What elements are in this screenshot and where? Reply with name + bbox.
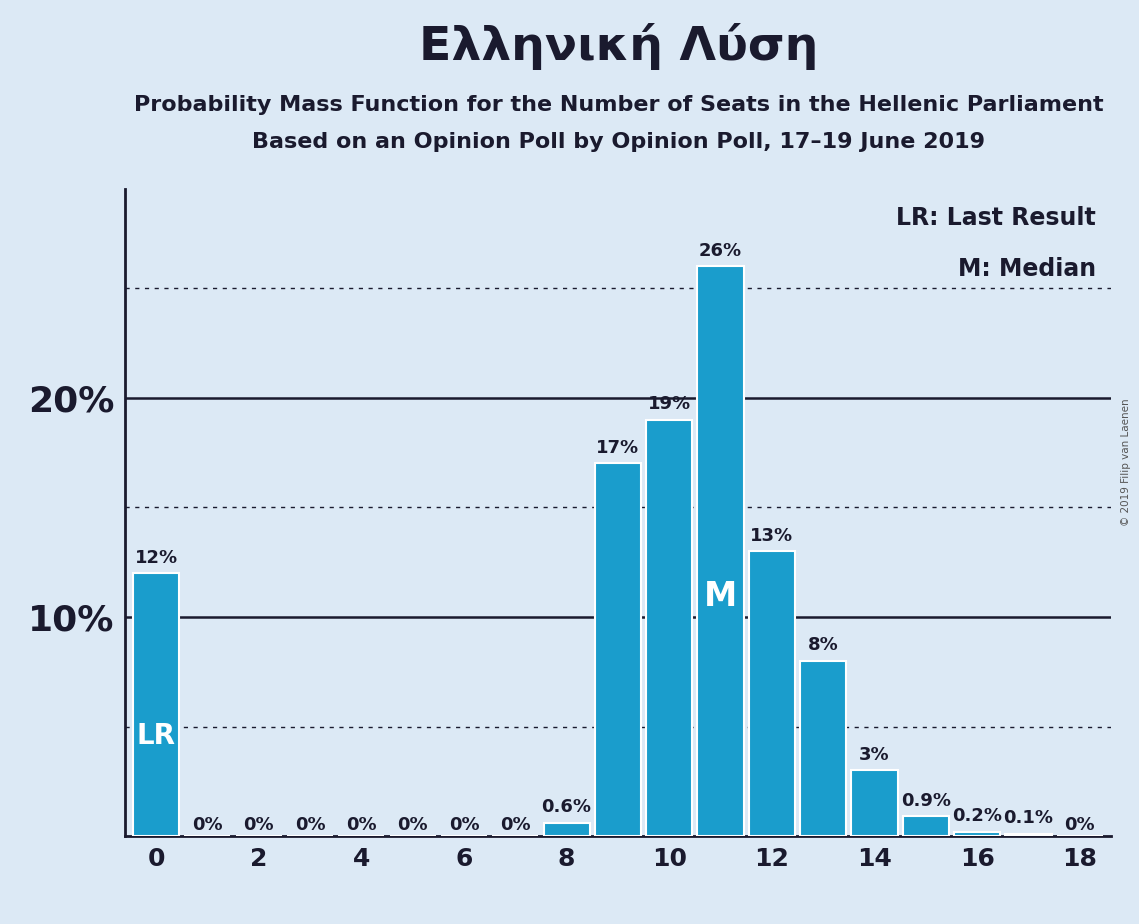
Text: Probability Mass Function for the Number of Seats in the Hellenic Parliament: Probability Mass Function for the Number… [133, 95, 1104, 116]
Text: 0.9%: 0.9% [901, 792, 951, 810]
Text: LR: Last Result: LR: Last Result [896, 206, 1096, 229]
Text: M: M [704, 580, 737, 614]
Text: 0%: 0% [1065, 816, 1095, 834]
Text: © 2019 Filip van Laenen: © 2019 Filip van Laenen [1121, 398, 1131, 526]
Text: LR: LR [137, 723, 175, 750]
Text: 0.6%: 0.6% [541, 798, 591, 817]
Text: M: Median: M: Median [958, 257, 1096, 281]
Text: 0%: 0% [398, 816, 428, 834]
Text: 0%: 0% [500, 816, 531, 834]
Text: 0.1%: 0.1% [1003, 809, 1054, 828]
Text: 0%: 0% [449, 816, 480, 834]
Text: Based on an Opinion Poll by Opinion Poll, 17–19 June 2019: Based on an Opinion Poll by Opinion Poll… [252, 132, 985, 152]
Bar [800, 661, 846, 836]
Text: 19%: 19% [648, 395, 690, 413]
Text: 17%: 17% [597, 439, 639, 456]
Text: 0%: 0% [295, 816, 326, 834]
Text: 12%: 12% [134, 549, 178, 566]
Bar [1006, 834, 1051, 836]
Text: 0.2%: 0.2% [952, 808, 1002, 825]
Text: 0%: 0% [244, 816, 274, 834]
Text: 13%: 13% [751, 527, 794, 544]
Bar [697, 266, 744, 836]
Bar [748, 552, 795, 836]
Text: 0%: 0% [346, 816, 377, 834]
Bar [646, 419, 693, 836]
Text: 0%: 0% [192, 816, 223, 834]
Text: 26%: 26% [699, 241, 743, 260]
Text: 8%: 8% [808, 637, 838, 654]
Bar [954, 832, 1000, 836]
Bar [851, 771, 898, 836]
Bar [543, 823, 590, 836]
Text: Ελληνική Λύση: Ελληνική Λύση [419, 23, 818, 70]
Bar [133, 573, 179, 836]
Bar [903, 817, 949, 836]
Bar [595, 464, 641, 836]
Text: 3%: 3% [859, 746, 890, 764]
